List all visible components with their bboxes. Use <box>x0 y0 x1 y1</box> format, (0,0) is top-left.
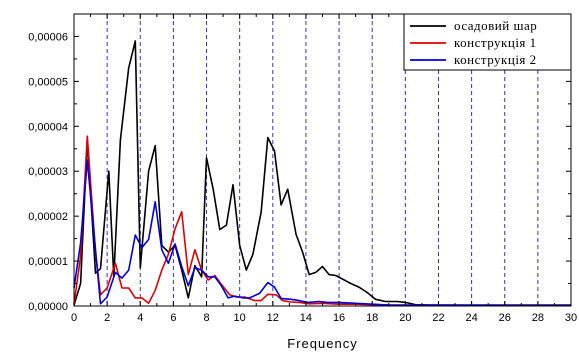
legend: осадовий шар конструкція 1 конструкція 2 <box>403 13 572 71</box>
series-lines <box>73 40 572 307</box>
x-tick-label: 2 <box>104 312 110 324</box>
x-tick-label: 22 <box>432 312 444 324</box>
y-tick-label: 0,00003 <box>28 166 68 178</box>
x-axis: 0 2 4 6 8 10 12 14 16 18 20 22 24 26 28 30 <box>71 14 577 324</box>
legend-label-3: конструкція 2 <box>454 52 537 67</box>
x-tick-label: 26 <box>499 312 511 324</box>
series-line-1 <box>73 40 571 306</box>
y-tick-label: 0,00002 <box>28 211 68 223</box>
x-tick-label: 24 <box>465 312 477 324</box>
x-tick-label: 6 <box>170 312 176 324</box>
x-tick-label: 12 <box>267 312 279 324</box>
x-tick-label: 16 <box>333 312 345 324</box>
legend-label-1: осадовий шар <box>454 18 537 33</box>
x-tick-label: 10 <box>234 312 246 324</box>
y-tick-label: 0,00000 <box>28 301 68 313</box>
x-tick-label: 0 <box>71 312 77 324</box>
y-tick-label: 0,00005 <box>28 76 68 88</box>
legend-label-2: конструкція 1 <box>454 35 537 50</box>
y-tick-label: 0,00001 <box>28 256 68 268</box>
x-tick-label: 4 <box>137 312 143 324</box>
x-axis-title: Frequency <box>287 336 357 351</box>
x-tick-label: 30 <box>565 312 577 324</box>
x-tick-label: 28 <box>532 312 544 324</box>
series-line-2 <box>73 135 572 307</box>
x-tick-label: 18 <box>366 312 378 324</box>
x-tick-label: 14 <box>300 312 312 324</box>
x-tick-label: 20 <box>399 312 411 324</box>
series-line-3 <box>73 159 572 307</box>
y-tick-label: 0,00004 <box>28 121 68 133</box>
x-tick-label: 8 <box>203 312 209 324</box>
y-tick-label: 0,00006 <box>28 31 68 43</box>
